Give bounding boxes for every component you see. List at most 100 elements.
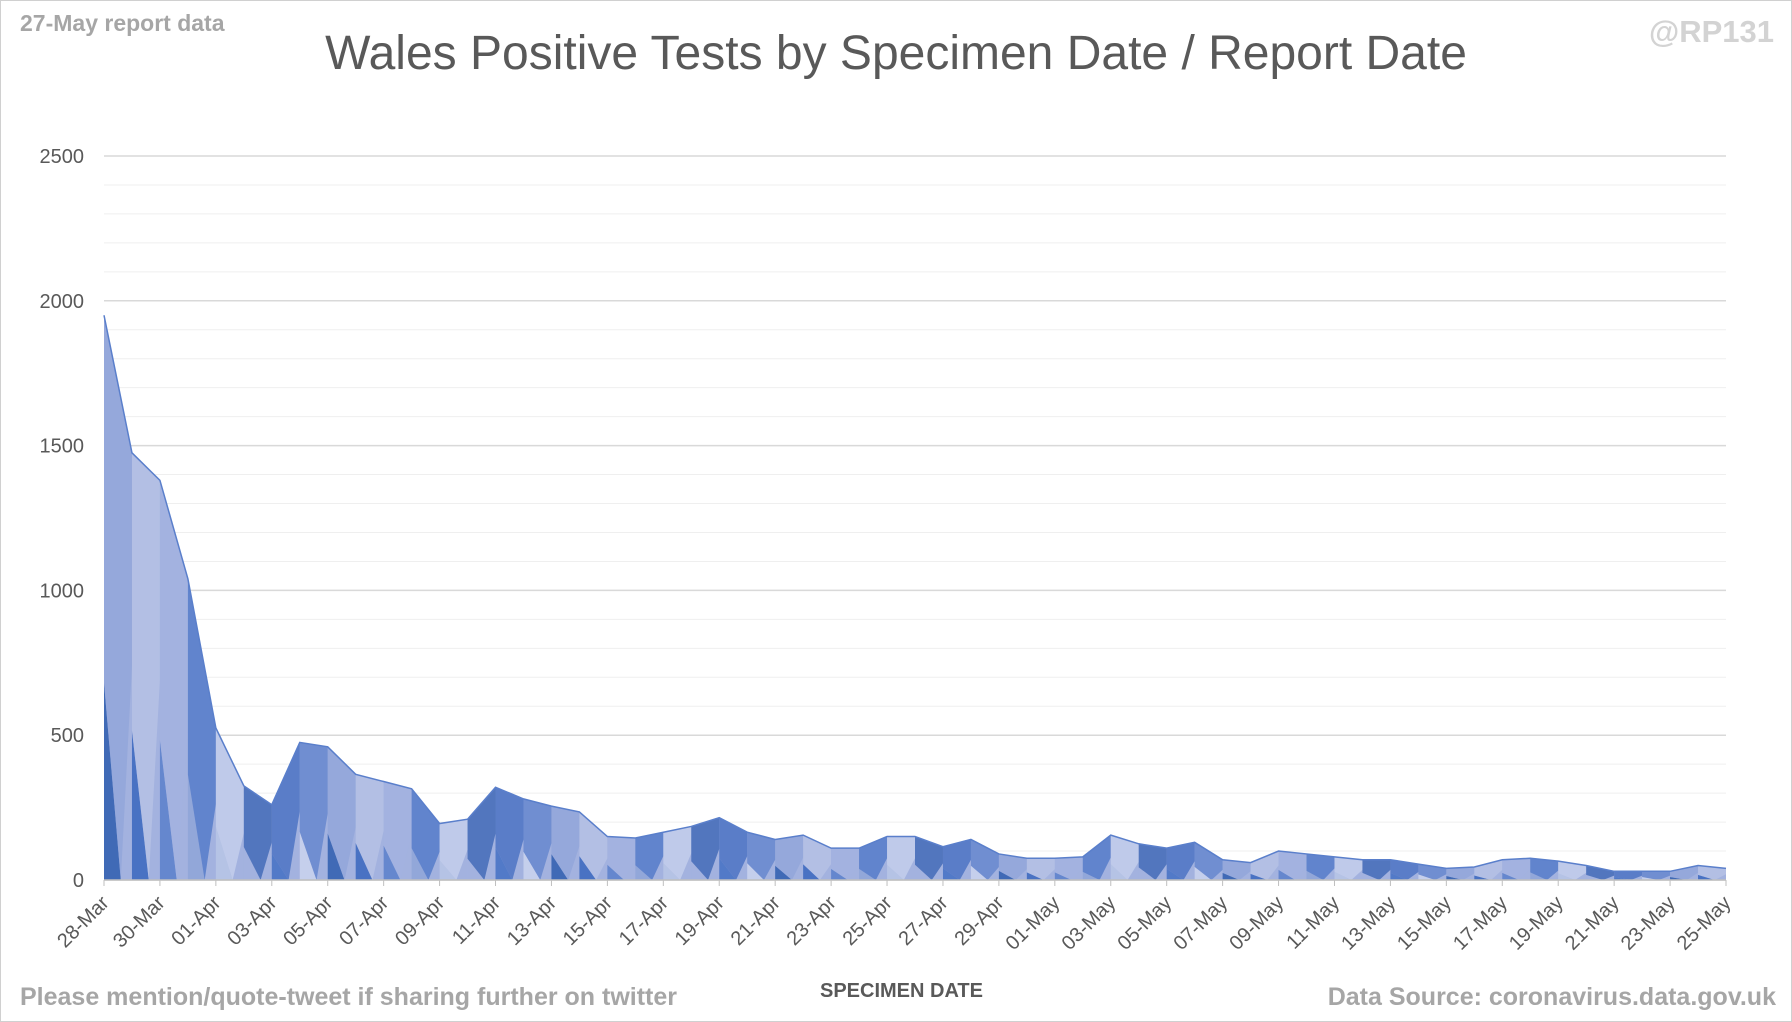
area-band	[970, 839, 999, 880]
area-band	[1418, 864, 1436, 880]
area-band	[663, 826, 692, 880]
sharing-note: Please mention/quote-tweet if sharing fu…	[20, 983, 678, 1011]
area-band	[1614, 871, 1631, 880]
area-band	[215, 727, 244, 880]
area-band	[411, 788, 429, 880]
area-band	[159, 480, 188, 880]
area-band	[1390, 859, 1419, 880]
area-band	[104, 315, 121, 880]
area-band	[1110, 835, 1139, 880]
area-band	[719, 817, 748, 880]
x-tick-label: 01-Apr	[167, 892, 225, 950]
area-band	[1306, 853, 1324, 880]
area-band	[299, 742, 317, 880]
area-band	[523, 798, 552, 880]
x-tick-label: 19-May	[1505, 892, 1568, 955]
area-band	[1362, 859, 1380, 880]
area-band	[355, 774, 373, 880]
chart-title: Wales Positive Tests by Specimen Date / …	[325, 27, 1467, 80]
x-tick-label: 17-May	[1449, 892, 1512, 955]
area-band	[1166, 842, 1195, 880]
area-band	[579, 811, 608, 880]
x-tick-label: 11-May	[1282, 892, 1344, 954]
area-band	[1334, 856, 1352, 880]
data-source: Data Source: coronavirus.data.gov.uk	[1327, 983, 1776, 1011]
area-band	[551, 806, 569, 880]
y-tick-label: 2000	[40, 291, 85, 313]
area-band	[467, 787, 496, 880]
area-band	[104, 315, 132, 880]
area-band	[1082, 835, 1111, 880]
area-band	[1138, 843, 1167, 880]
x-tick-label: 09-May	[1225, 892, 1288, 955]
area-band	[775, 839, 792, 880]
x-tick-label: 27-Apr	[894, 892, 952, 950]
y-tick-label: 1000	[40, 580, 85, 602]
y-tick-label: 1500	[40, 436, 85, 458]
area-band	[719, 817, 737, 880]
area-band	[1138, 843, 1156, 880]
x-tick-label: 01-May	[1002, 892, 1065, 955]
area-band	[1194, 842, 1223, 880]
x-tick-label: 07-May	[1169, 892, 1232, 955]
area-band	[271, 742, 300, 880]
area-band	[1614, 871, 1643, 880]
area-band	[439, 823, 457, 880]
area-band	[1110, 835, 1128, 880]
y-tick-label: 2500	[40, 146, 85, 168]
area-band	[1586, 865, 1615, 880]
area-band	[327, 746, 356, 880]
area-band	[803, 835, 820, 880]
area-band	[1446, 868, 1464, 880]
area-band	[1670, 871, 1687, 880]
area-band	[691, 826, 709, 880]
area-band	[691, 817, 720, 880]
area-band	[187, 578, 216, 880]
x-tick-label: 28-Mar	[53, 892, 114, 953]
x-tick-label: 30-Mar	[109, 892, 170, 953]
area-band	[887, 836, 915, 880]
area-band	[859, 848, 876, 880]
x-tick-label: 11-Apr	[448, 892, 505, 949]
area-band	[1166, 848, 1184, 880]
area-band	[1026, 858, 1055, 880]
x-tick-label: 05-May	[1114, 892, 1177, 955]
x-tick-label: 29-Apr	[950, 892, 1008, 950]
twitter-handle: @RP131	[1648, 14, 1774, 49]
x-tick-label: 03-Apr	[223, 892, 281, 950]
area-band	[271, 804, 289, 880]
y-tick-label: 500	[51, 725, 84, 747]
area-band	[383, 781, 412, 880]
x-tick-label: 13-Apr	[503, 892, 561, 950]
area-band	[467, 819, 485, 880]
area-band	[495, 787, 524, 880]
area-band	[1278, 851, 1307, 880]
report-date-label: 27-May report data	[20, 10, 225, 36]
area-band	[327, 746, 345, 880]
area-band	[439, 819, 468, 880]
area-band	[243, 785, 261, 880]
x-tick-label: 25-May	[1673, 892, 1736, 955]
area-band	[663, 832, 681, 880]
area-band	[1642, 871, 1659, 880]
area-band	[1278, 851, 1296, 880]
area-band	[775, 835, 804, 880]
area-band	[355, 774, 384, 880]
x-tick-label: 17-Apr	[615, 892, 673, 950]
area-band	[1530, 858, 1548, 880]
area-band	[635, 838, 653, 880]
x-tick-label: 25-Apr	[839, 892, 897, 950]
area-band	[579, 811, 597, 880]
x-tick-label: 05-Apr	[279, 892, 337, 950]
area-band	[383, 781, 401, 880]
x-tick-label: 23-Apr	[783, 892, 841, 950]
area-band	[1530, 858, 1559, 880]
area-band	[607, 836, 636, 880]
area-band	[495, 787, 513, 880]
area-band	[1390, 859, 1408, 880]
area-band	[1194, 842, 1212, 880]
area-band	[998, 853, 1016, 880]
area-band	[942, 839, 971, 880]
area-band	[1474, 859, 1503, 880]
